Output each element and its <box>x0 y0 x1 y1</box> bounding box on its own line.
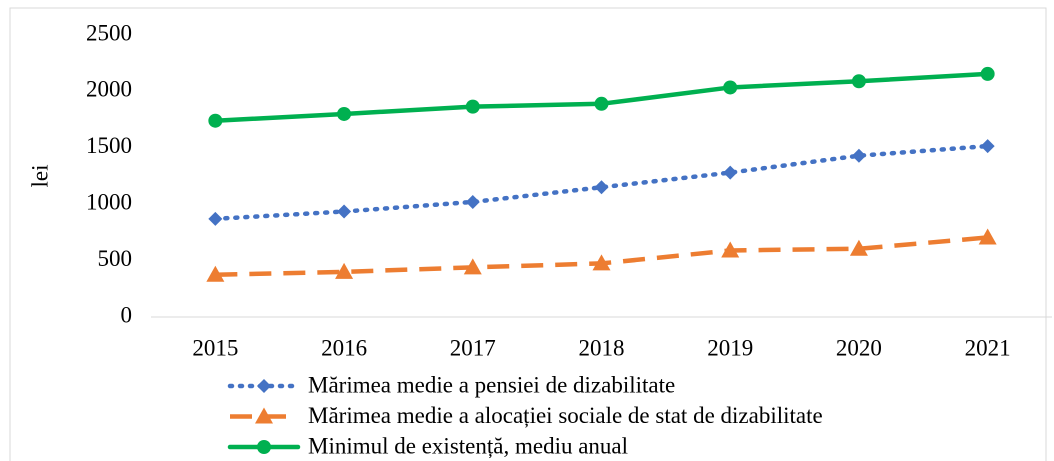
data-point <box>594 96 609 111</box>
legend-label: Mărimea medie a alocației sociale de sta… <box>308 403 823 428</box>
y-tick-label: 2000 <box>86 77 132 102</box>
data-point <box>208 113 223 128</box>
y-axis-label: lei <box>27 165 52 188</box>
data-point <box>206 265 225 282</box>
y-tick-label: 500 <box>98 246 133 271</box>
data-point <box>980 139 995 154</box>
data-point <box>594 180 609 195</box>
chart-border <box>9 7 1047 461</box>
x-tick-label: 2018 <box>579 335 625 360</box>
data-point <box>721 241 740 258</box>
data-point <box>849 239 868 256</box>
y-tick-label: 2500 <box>86 20 132 45</box>
y-tick-label: 0 <box>121 302 133 327</box>
x-tick-label: 2020 <box>836 335 882 360</box>
legend-marker <box>257 379 271 393</box>
data-point <box>337 204 352 219</box>
data-point <box>978 228 997 245</box>
data-point <box>980 66 995 81</box>
legend-label: Minimul de existență, mediu anual <box>308 433 628 458</box>
data-point <box>337 106 352 121</box>
data-point <box>335 262 354 279</box>
x-tick-label: 2021 <box>965 335 1011 360</box>
data-point <box>465 194 480 209</box>
x-tick-label: 2017 <box>450 335 496 360</box>
y-tick-label: 1500 <box>86 133 132 158</box>
y-tick-label: 1000 <box>86 189 132 214</box>
data-point <box>208 211 223 226</box>
data-point <box>851 74 866 89</box>
data-point <box>851 148 866 163</box>
data-point <box>723 80 738 95</box>
data-point <box>463 258 482 275</box>
x-tick-label: 2019 <box>707 335 753 360</box>
x-tick-label: 2016 <box>321 335 367 360</box>
legend-marker <box>255 407 273 424</box>
x-tick-label: 2015 <box>192 335 238 360</box>
legend-label: Mărimea medie a pensiei de dizabilitate <box>308 372 675 397</box>
legend-marker <box>257 440 271 454</box>
data-point <box>592 254 611 271</box>
data-point <box>723 165 738 180</box>
data-point <box>465 99 480 114</box>
